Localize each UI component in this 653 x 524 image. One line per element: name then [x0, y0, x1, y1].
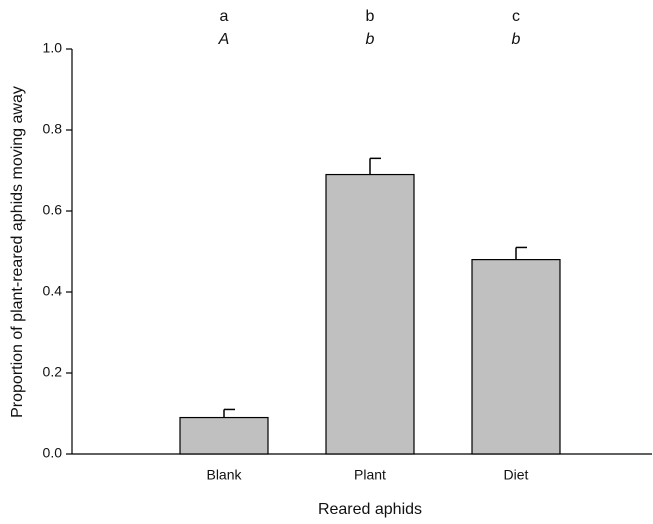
y-tick-label: 0.4 — [43, 283, 63, 299]
y-tick-label: 0.8 — [43, 121, 63, 137]
y-tick-label: 1.0 — [43, 40, 63, 56]
x-tick-label: Blank — [206, 467, 242, 483]
significance-letter: c — [512, 8, 520, 25]
significance-letter-italic: b — [512, 31, 521, 48]
x-tick-label: Diet — [504, 467, 529, 483]
y-tick-label: 0.2 — [43, 364, 63, 380]
x-axis-label: Reared aphids — [318, 501, 422, 518]
significance-letter: a — [220, 8, 229, 25]
y-axis-label: Proportion of plant-reared aphids moving… — [9, 86, 26, 418]
significance-letter: b — [366, 8, 375, 25]
y-tick-label: 0.0 — [43, 445, 63, 461]
significance-letter-italic: A — [218, 31, 230, 48]
bar — [471, 259, 561, 455]
bar — [179, 416, 269, 455]
y-tick-label: 0.6 — [43, 202, 63, 218]
bar — [325, 173, 415, 455]
significance-letter-italic: b — [366, 31, 375, 48]
x-tick-label: Plant — [354, 467, 386, 483]
